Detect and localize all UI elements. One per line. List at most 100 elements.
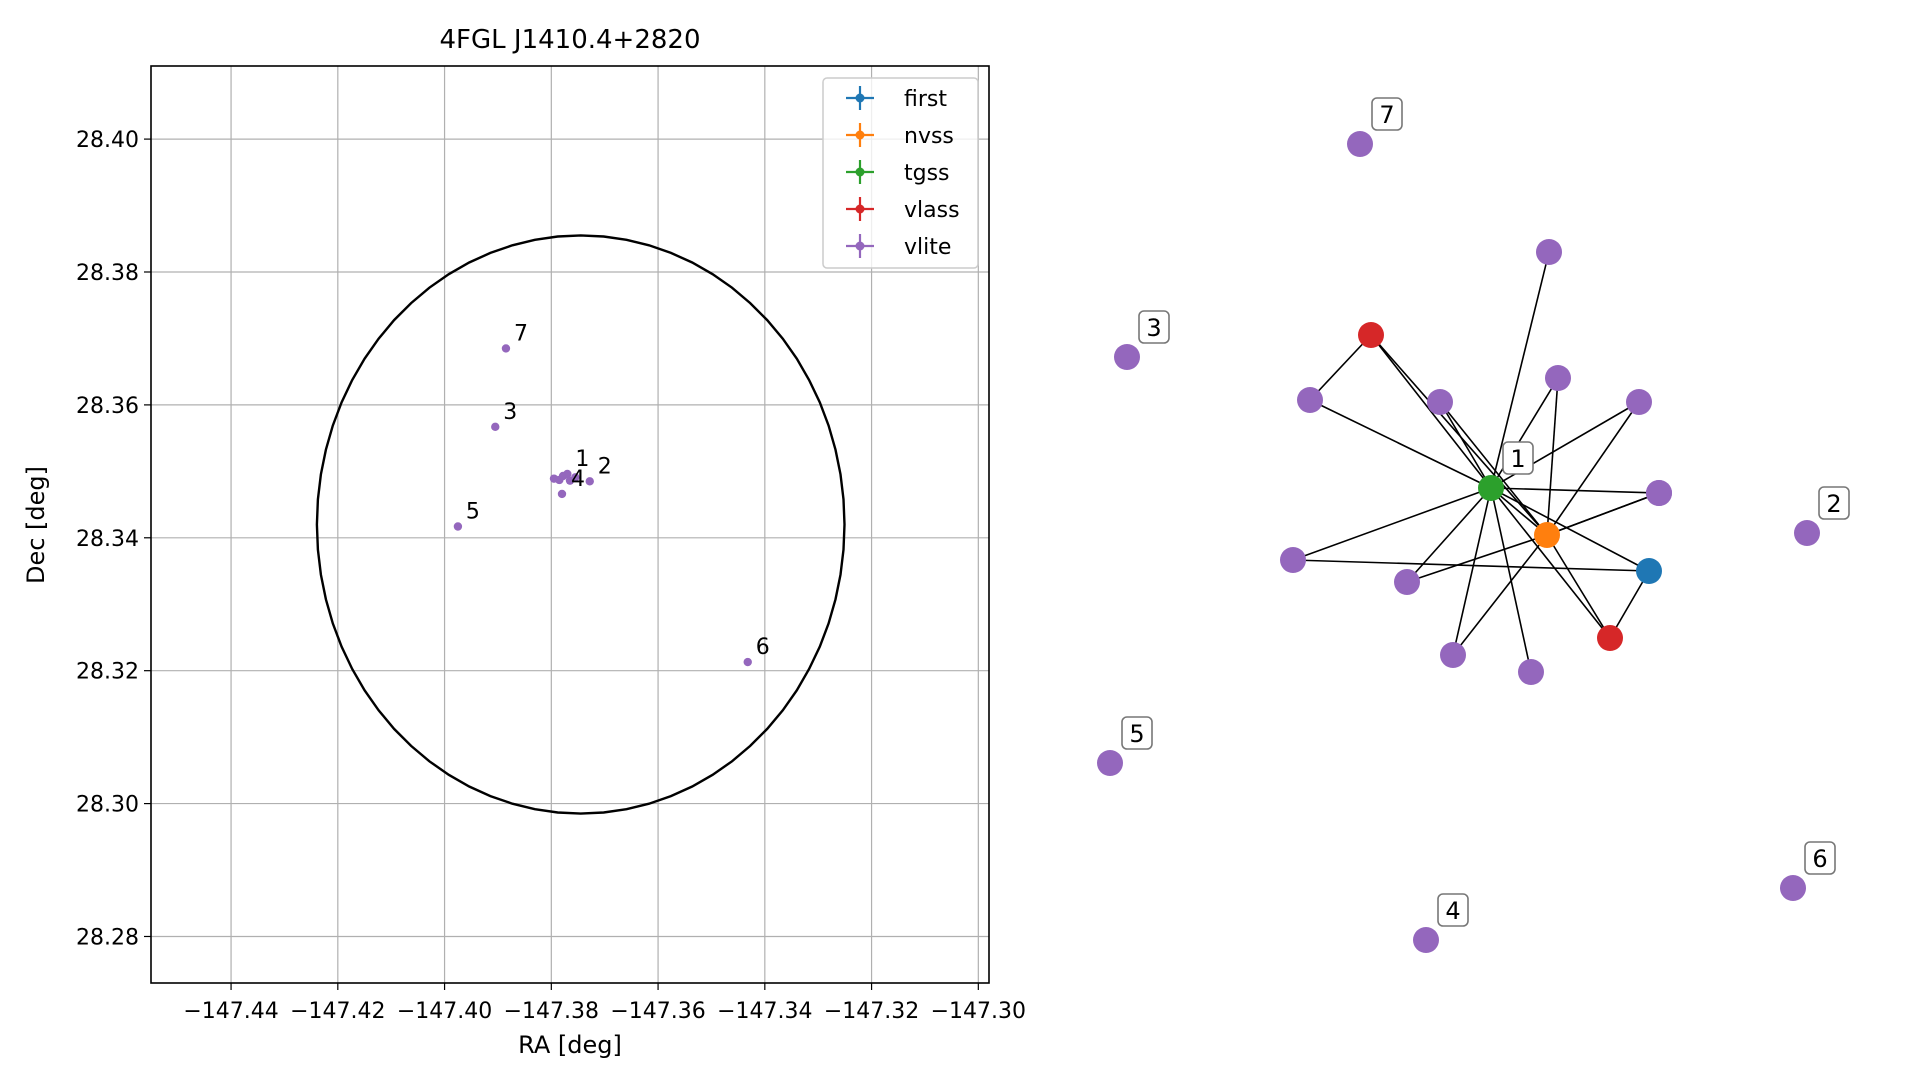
network-node-label: 4	[1437, 893, 1469, 927]
network-node-label: 6	[1804, 841, 1836, 875]
node-label-box	[1138, 310, 1170, 344]
y-tick-label: 28.28	[76, 925, 139, 950]
network-node-vlite	[1794, 520, 1820, 546]
network-node-vlite	[1646, 480, 1672, 506]
legend-entry-nvss: nvss	[846, 123, 954, 149]
legend-label: tgss	[904, 161, 950, 186]
legend-box	[822, 77, 979, 269]
network-edge	[1406, 534, 1548, 583]
network-node-first	[1636, 558, 1662, 584]
network-node-label: 1	[1502, 441, 1534, 475]
grid-layer	[151, 66, 989, 983]
vlite-point	[563, 469, 572, 479]
legend-marker-dot	[855, 93, 865, 103]
legend-entry-vlite: vlite	[846, 234, 951, 260]
x-tick-label: −147.32	[824, 999, 919, 1024]
node-label-text: 2	[1826, 490, 1841, 518]
node-label-text: 1	[1510, 445, 1525, 473]
search-circle	[315, 234, 846, 815]
legend-label: first	[904, 87, 947, 112]
network-node-vlite	[1545, 365, 1571, 391]
network-node-vlite	[1626, 389, 1652, 415]
x-tick-label: −147.38	[504, 999, 599, 1024]
legend-label: nvss	[904, 124, 954, 149]
network-node-vlass	[1597, 625, 1623, 651]
vlite-point	[585, 477, 594, 486]
node-label-box	[1371, 97, 1403, 131]
network-node-tgss	[1478, 475, 1504, 501]
network-node-vlite	[1280, 547, 1306, 573]
scatter-panel: 4FGL J1410.4+2820 1 2 3 4 5 6 7 −147.44 −147.42…	[22, 25, 1026, 1059]
network-node-vlite	[1780, 875, 1806, 901]
legend-label: vlass	[904, 198, 960, 223]
network-node-vlite	[1413, 927, 1439, 953]
network-node-vlite	[1518, 659, 1544, 685]
y-tick-label: 28.40	[76, 128, 139, 153]
network-edges	[1292, 251, 1660, 673]
node-label-box	[1818, 486, 1850, 520]
network-edge	[1546, 401, 1640, 536]
vlite-point	[453, 522, 463, 531]
node-label-text: 6	[1812, 845, 1827, 873]
network-node-vlass	[1358, 322, 1384, 348]
vlite-point	[501, 344, 511, 353]
network-edge	[1452, 534, 1548, 656]
y-tick-label: 28.32	[76, 660, 139, 685]
x-ticks: −147.44 −147.42 −147.40 −147.38 −147.36 −147.…	[183, 983, 1026, 1024]
legend-entry-vlass: vlass	[846, 197, 960, 223]
network-edge	[1546, 377, 1559, 536]
network-panel: 1 2 3 4 5 6 7	[1097, 97, 1850, 953]
network-edge	[1490, 251, 1550, 489]
network-edge	[1309, 399, 1492, 489]
point-annotation: 6	[756, 635, 770, 660]
point-annotation: 5	[466, 499, 480, 524]
legend-marker-dot	[855, 130, 865, 140]
point-annotation: 3	[503, 400, 517, 425]
y-tick-label: 28.38	[76, 261, 139, 286]
y-tick-label: 28.36	[76, 394, 139, 419]
network-edge	[1490, 377, 1559, 489]
network-node-vlite	[1394, 569, 1420, 595]
legend-entry-first: first	[846, 86, 947, 112]
x-tick-label: −147.30	[931, 999, 1026, 1024]
legend-entries: first nvss tgss vlass vlite	[846, 86, 960, 260]
network-edge	[1309, 334, 1372, 401]
node-label-box	[1437, 893, 1469, 927]
network-nodes	[1097, 131, 1820, 953]
node-label-text: 4	[1445, 897, 1460, 925]
legend: first nvss tgss vlass vlite	[822, 77, 979, 269]
network-edge	[1370, 334, 1492, 489]
network-node-vlite	[1297, 387, 1323, 413]
network-node-vlite	[1536, 239, 1562, 265]
y-axis-label: Dec [deg]	[22, 466, 50, 584]
x-tick-label: −147.34	[717, 999, 812, 1024]
legend-marker-dot	[855, 204, 865, 214]
network-edge	[1439, 401, 1492, 489]
x-tick-label: −147.40	[397, 999, 492, 1024]
point-annotation: 4	[571, 467, 585, 492]
annotations-layer: 1 2 3 4 5 6 7	[466, 321, 770, 660]
network-edge	[1490, 487, 1611, 639]
node-label-box	[1804, 841, 1836, 875]
x-tick-label: −147.36	[610, 999, 705, 1024]
network-node-vlite	[1114, 344, 1140, 370]
plot-frame	[150, 65, 990, 984]
network-edge	[1452, 487, 1492, 656]
vlite-point	[743, 657, 752, 667]
network-edge	[1546, 534, 1611, 639]
legend-marker-dot	[855, 167, 865, 177]
node-label-text: 3	[1146, 314, 1161, 342]
network-node-label: 3	[1138, 310, 1170, 344]
vlite-point	[571, 473, 580, 482]
vlite-point	[557, 489, 567, 499]
circle-layer	[315, 234, 846, 815]
network-edge	[1292, 559, 1650, 572]
node-label-text: 7	[1379, 101, 1394, 129]
network-node-vlite	[1440, 642, 1466, 668]
network-edge	[1370, 334, 1548, 536]
y-ticks: 28.28 28.30 28.32 28.34 28.36 28.38 28.40	[76, 128, 151, 950]
network-edge	[1406, 487, 1492, 583]
network-node-vlite	[1097, 750, 1123, 776]
network-edge	[1546, 492, 1660, 536]
